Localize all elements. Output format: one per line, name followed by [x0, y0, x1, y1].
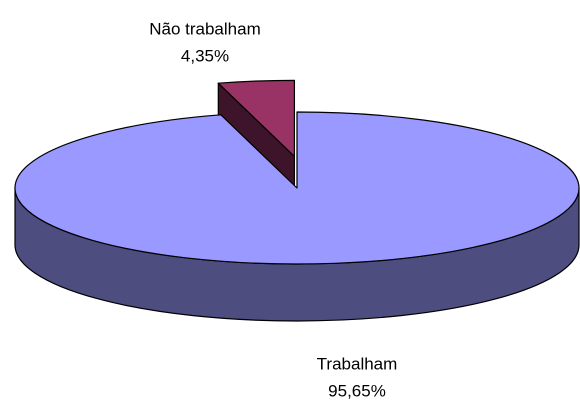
slice-value-label: 4,35%: [181, 46, 229, 65]
slice: [217, 79, 296, 157]
slice: [14, 111, 580, 265]
slice-label: Trabalham: [317, 354, 398, 373]
slice-label: Não trabalham: [149, 19, 261, 38]
slice-value-label: 95,65%: [328, 381, 386, 400]
